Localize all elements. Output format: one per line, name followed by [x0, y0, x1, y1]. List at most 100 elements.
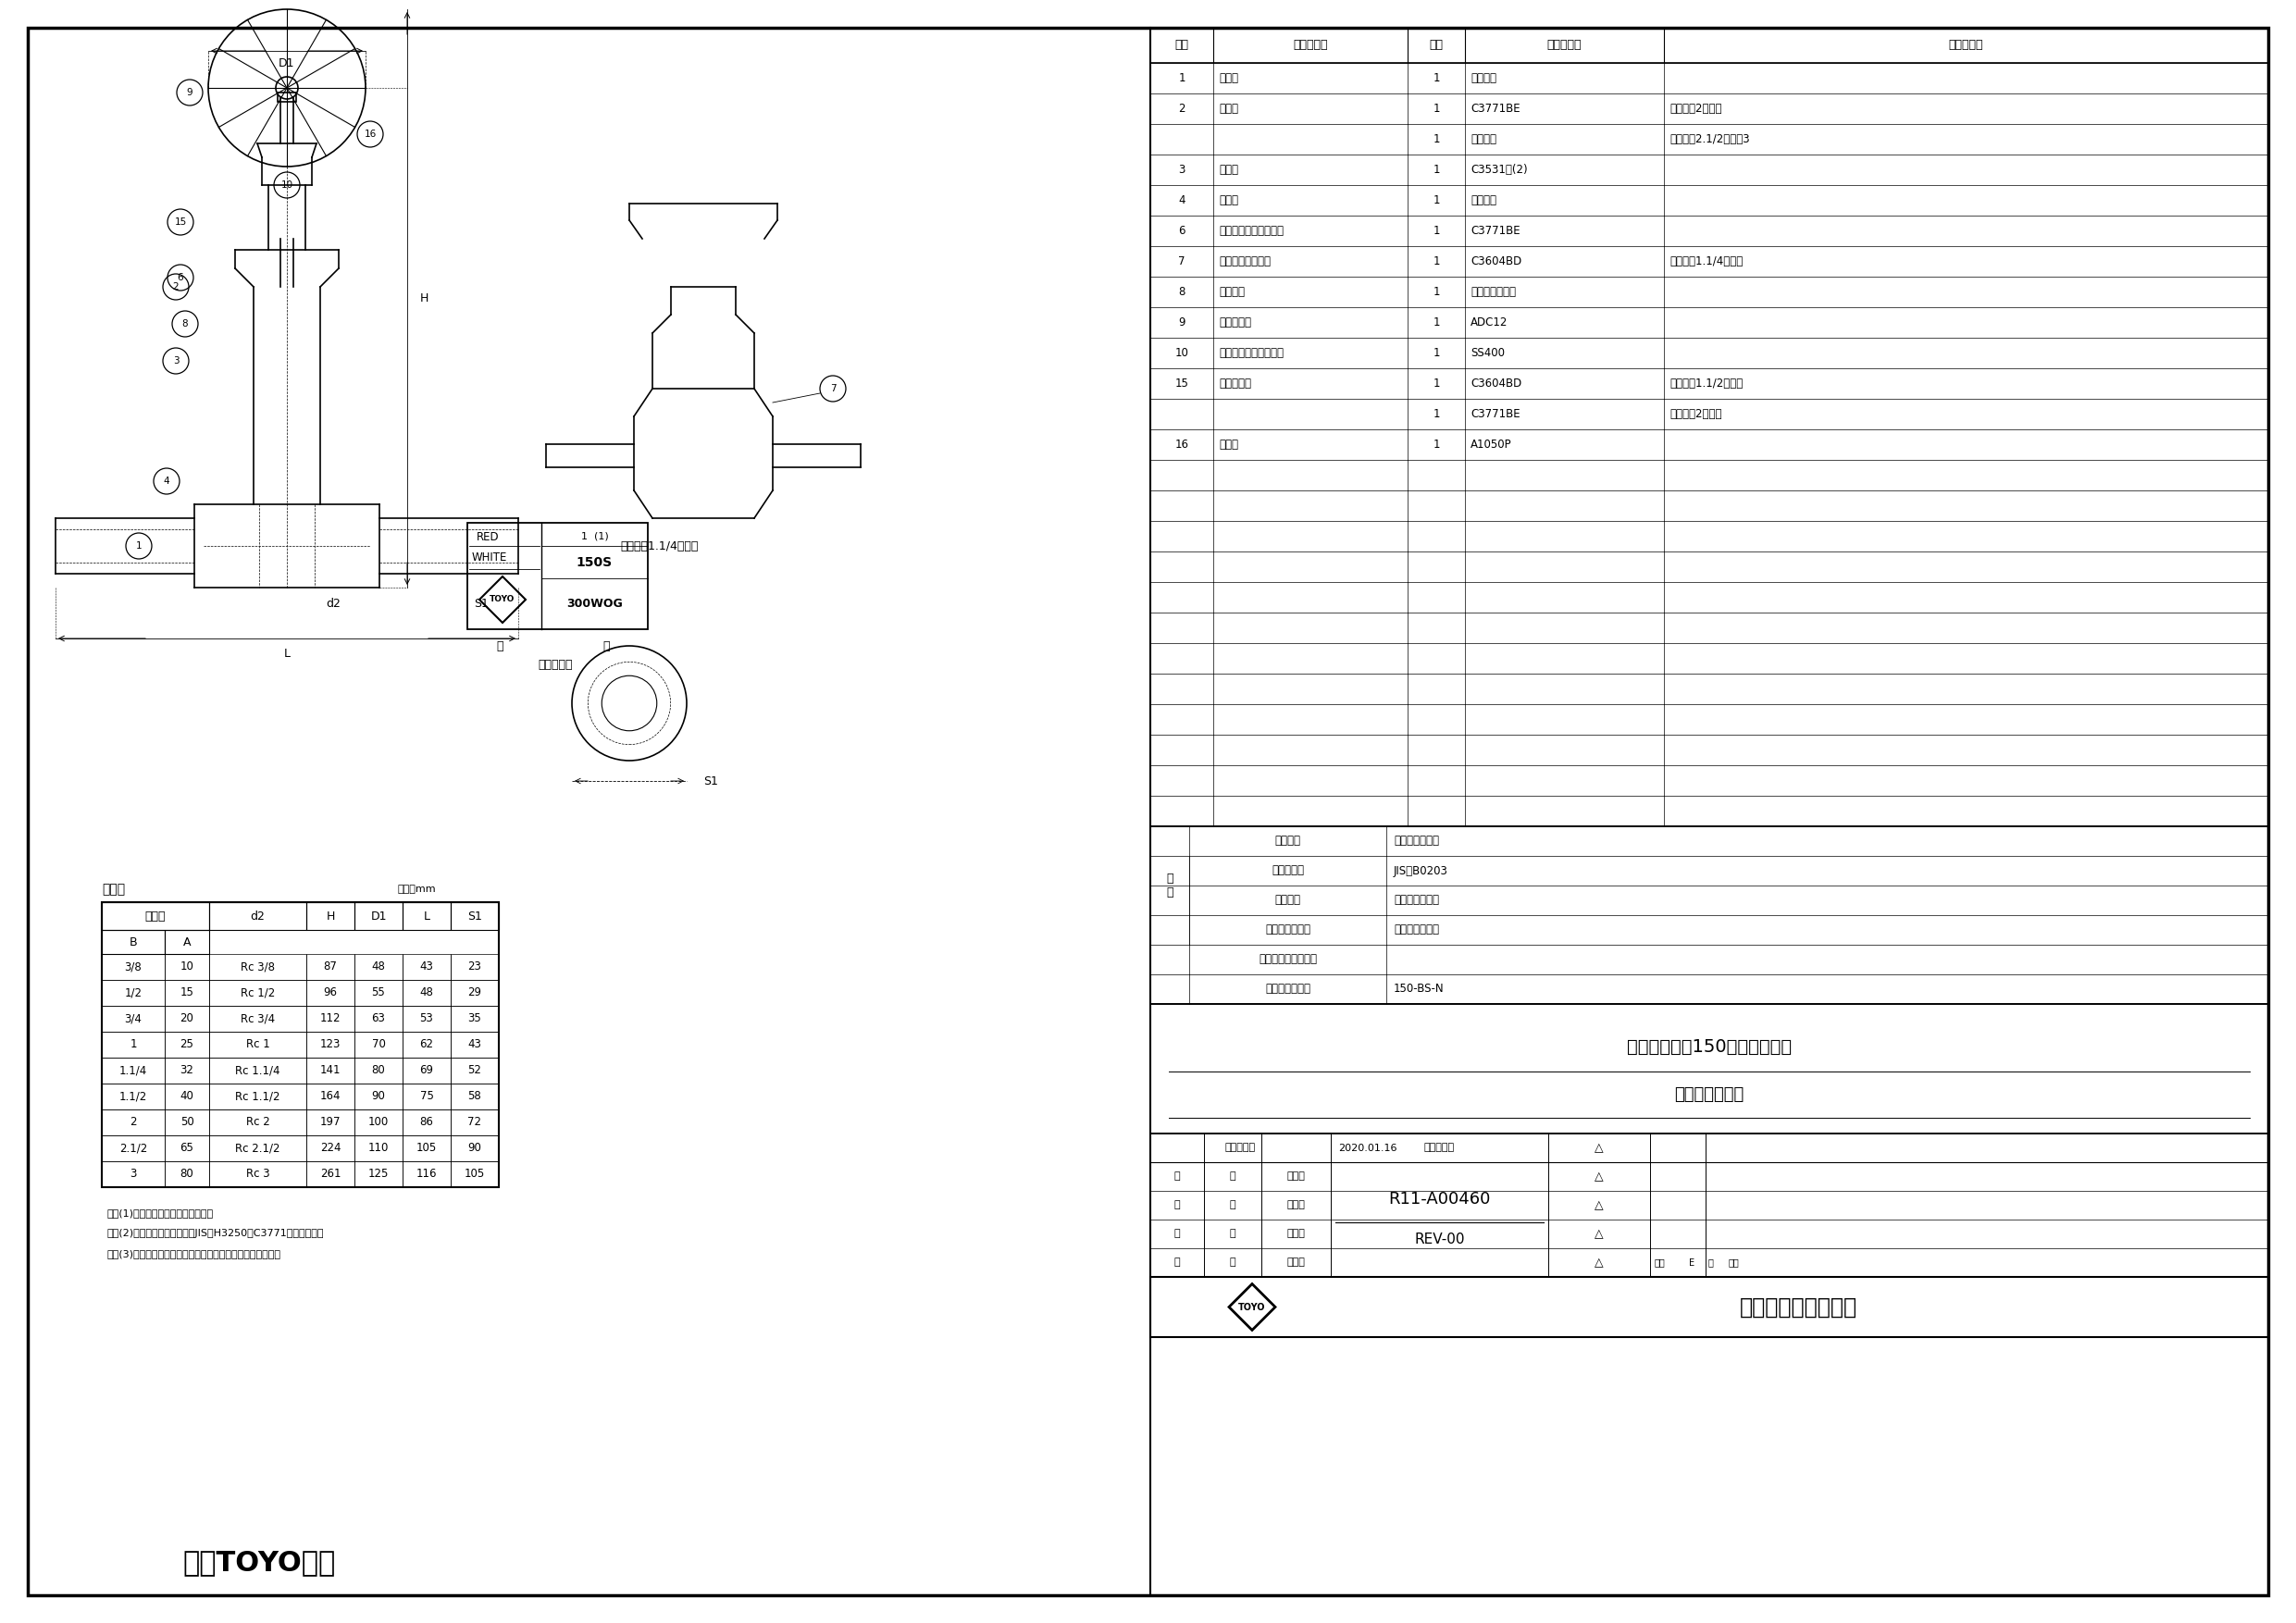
- Bar: [305, 1162, 354, 1186]
- Text: 承: 承: [1173, 1172, 1180, 1182]
- Bar: [209, 980, 305, 1006]
- Bar: [305, 980, 354, 1006]
- Bar: [305, 1084, 354, 1110]
- Text: 寸法表: 寸法表: [101, 883, 124, 896]
- Text: 7: 7: [829, 385, 836, 393]
- Text: 9: 9: [1178, 316, 1185, 328]
- Text: 付: 付: [1708, 1258, 1713, 1268]
- Text: 15: 15: [1176, 378, 1189, 390]
- Text: SS400: SS400: [1469, 347, 1504, 359]
- Text: △: △: [1596, 1256, 1603, 1269]
- Text: 東洋バルヴ株式会社: 東洋バルヴ株式会社: [1740, 1295, 1857, 1318]
- Text: 裏: 裏: [602, 639, 611, 652]
- Text: 10: 10: [179, 961, 193, 972]
- Bar: [305, 902, 354, 930]
- Text: 105: 105: [416, 1143, 436, 1154]
- Text: 4: 4: [163, 477, 170, 485]
- Text: 銘　板: 銘 板: [1219, 438, 1238, 451]
- Bar: [101, 1032, 165, 1058]
- Text: 110: 110: [367, 1143, 388, 1154]
- Text: ハンドル車: ハンドル車: [1219, 316, 1251, 328]
- Text: 3/4: 3/4: [124, 1013, 142, 1024]
- Text: Rc 1.1/2: Rc 1.1/2: [234, 1091, 280, 1102]
- Text: 90: 90: [468, 1143, 482, 1154]
- Text: 48: 48: [372, 961, 386, 972]
- Text: 材　　　料: 材 料: [1548, 39, 1582, 52]
- Bar: [165, 1032, 209, 1058]
- Text: 8: 8: [181, 320, 188, 328]
- Text: A: A: [184, 936, 191, 948]
- Text: パッキン押さえ輪: パッキン押さえ輪: [1219, 255, 1270, 268]
- Text: d2: d2: [326, 599, 340, 610]
- Text: 72: 72: [468, 1117, 482, 1128]
- Text: 青銅鋳物: 青銅鋳物: [1469, 71, 1497, 84]
- Text: WHITE: WHITE: [473, 552, 507, 563]
- Text: 3/8: 3/8: [124, 961, 142, 972]
- Bar: [165, 954, 209, 980]
- Text: 1.1/2: 1.1/2: [119, 1091, 147, 1102]
- Bar: [165, 1162, 209, 1186]
- Text: 105: 105: [464, 1169, 484, 1180]
- Text: 1: 1: [1433, 133, 1440, 146]
- Bar: [165, 980, 209, 1006]
- Bar: [354, 1084, 402, 1110]
- Bar: [402, 1084, 450, 1110]
- Bar: [450, 954, 498, 980]
- Text: 1: 1: [1433, 195, 1440, 206]
- Text: 1: 1: [135, 542, 142, 550]
- Text: 86: 86: [420, 1117, 434, 1128]
- Text: △: △: [1596, 1229, 1603, 1240]
- Bar: [402, 954, 450, 980]
- Text: 1: 1: [131, 1039, 138, 1050]
- Text: 弁　箱: 弁 箱: [1219, 71, 1238, 84]
- Text: 面　　間: 面 間: [1274, 836, 1302, 847]
- Text: 6: 6: [1178, 226, 1185, 237]
- Bar: [1150, 1133, 2268, 1277]
- Text: 3: 3: [172, 355, 179, 365]
- Bar: [305, 1110, 354, 1136]
- Text: 内ねじ　仕切弁: 内ねじ 仕切弁: [1674, 1086, 1745, 1104]
- Text: 中　村: 中 村: [1286, 1201, 1304, 1209]
- Text: 2: 2: [1178, 102, 1185, 115]
- Text: 58: 58: [468, 1091, 482, 1102]
- Bar: [101, 954, 165, 980]
- Text: S1: S1: [473, 599, 489, 610]
- Text: 4: 4: [1178, 195, 1185, 206]
- Text: 43: 43: [420, 961, 434, 972]
- Text: 112: 112: [319, 1013, 340, 1024]
- Text: 呼び径　1.1/4　以上: 呼び径 1.1/4 以上: [1669, 255, 1743, 268]
- Text: 52: 52: [468, 1065, 482, 1076]
- Text: 1.1/4: 1.1/4: [119, 1065, 147, 1076]
- Bar: [1150, 1005, 2268, 1133]
- Text: 2.1/2: 2.1/2: [119, 1143, 147, 1154]
- Text: Rc 3: Rc 3: [246, 1169, 269, 1180]
- Text: 1: 1: [1433, 286, 1440, 299]
- Bar: [450, 1110, 498, 1136]
- Text: 田　中: 田 中: [1286, 1258, 1304, 1268]
- Text: 20: 20: [179, 1013, 193, 1024]
- Text: 青銅鋳物: 青銅鋳物: [1469, 133, 1497, 146]
- Text: E: E: [1690, 1258, 1694, 1268]
- Text: 2020.01.16: 2020.01.16: [1339, 1143, 1396, 1152]
- Text: 呼び径: 呼び径: [145, 911, 165, 922]
- Text: 圧　力　検　査: 圧 力 検 査: [1265, 923, 1311, 936]
- Bar: [354, 1058, 402, 1084]
- Text: 非石綿パッキン: 非石綿パッキン: [1469, 286, 1515, 299]
- Text: C3604BD: C3604BD: [1469, 255, 1522, 268]
- Text: 表: 表: [496, 639, 503, 652]
- Bar: [354, 1032, 402, 1058]
- Bar: [305, 1032, 354, 1058]
- Text: 1: 1: [1433, 347, 1440, 359]
- Bar: [354, 954, 402, 980]
- Text: H: H: [326, 911, 335, 922]
- Bar: [209, 954, 305, 980]
- Text: 1: 1: [1433, 407, 1440, 420]
- Bar: [402, 1162, 450, 1186]
- Text: 認: 認: [1231, 1172, 1235, 1182]
- Text: S1: S1: [468, 911, 482, 922]
- Text: 40: 40: [179, 1091, 193, 1102]
- Text: 16: 16: [365, 130, 377, 140]
- Text: ADC12: ADC12: [1469, 316, 1508, 328]
- Text: 197: 197: [319, 1117, 340, 1128]
- Bar: [402, 1006, 450, 1032]
